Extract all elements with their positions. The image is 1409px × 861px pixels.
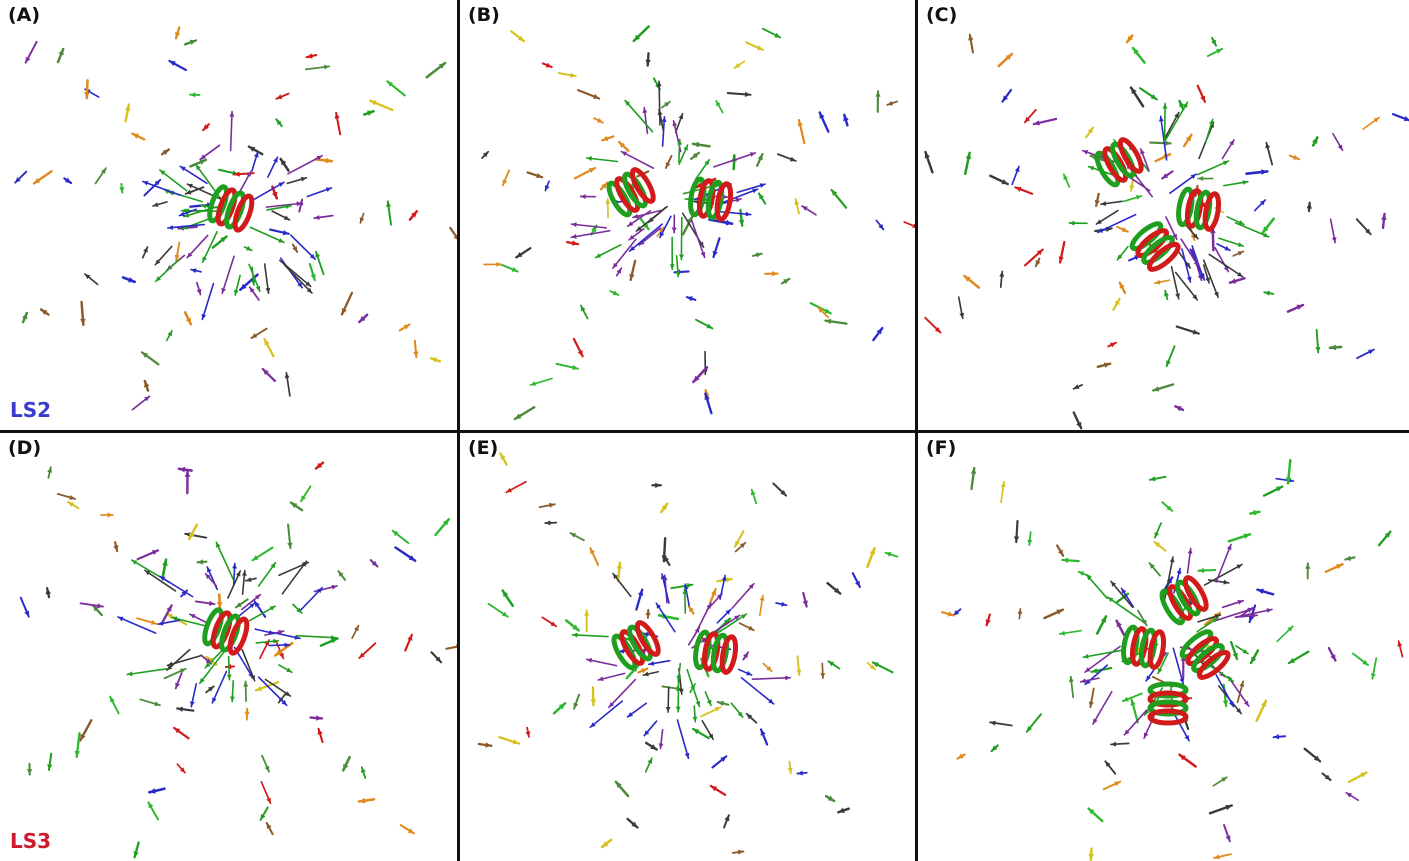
panel-b-vectors [481,25,915,421]
panel-a-side-label: LS2 [10,398,52,422]
panel-e: (E) [460,433,915,861]
panel-c-label: (C) [926,4,958,26]
panel-c: (C) [918,0,1409,430]
panel-c-vectors [924,33,1409,430]
panel-d-label: (D) [8,437,42,459]
panel-a: (A) LS2 [0,0,457,430]
panel-a-vectors [14,26,457,411]
panel-e-vectors [477,452,899,855]
panel-b: (B) [460,0,915,430]
panel-d: (D) LS3 [0,433,457,861]
panel-a-label: (A) [8,4,41,26]
panel-e-label: (E) [468,437,499,459]
panel-d-side-label: LS3 [10,829,52,853]
divider-horizontal [0,430,1409,433]
panel-b-label: (B) [468,4,500,26]
panel-f-label: (F) [926,437,957,459]
panel-f: (F) [918,433,1409,861]
panel-f-vectors [941,458,1404,861]
panel-d-vectors [19,461,457,859]
